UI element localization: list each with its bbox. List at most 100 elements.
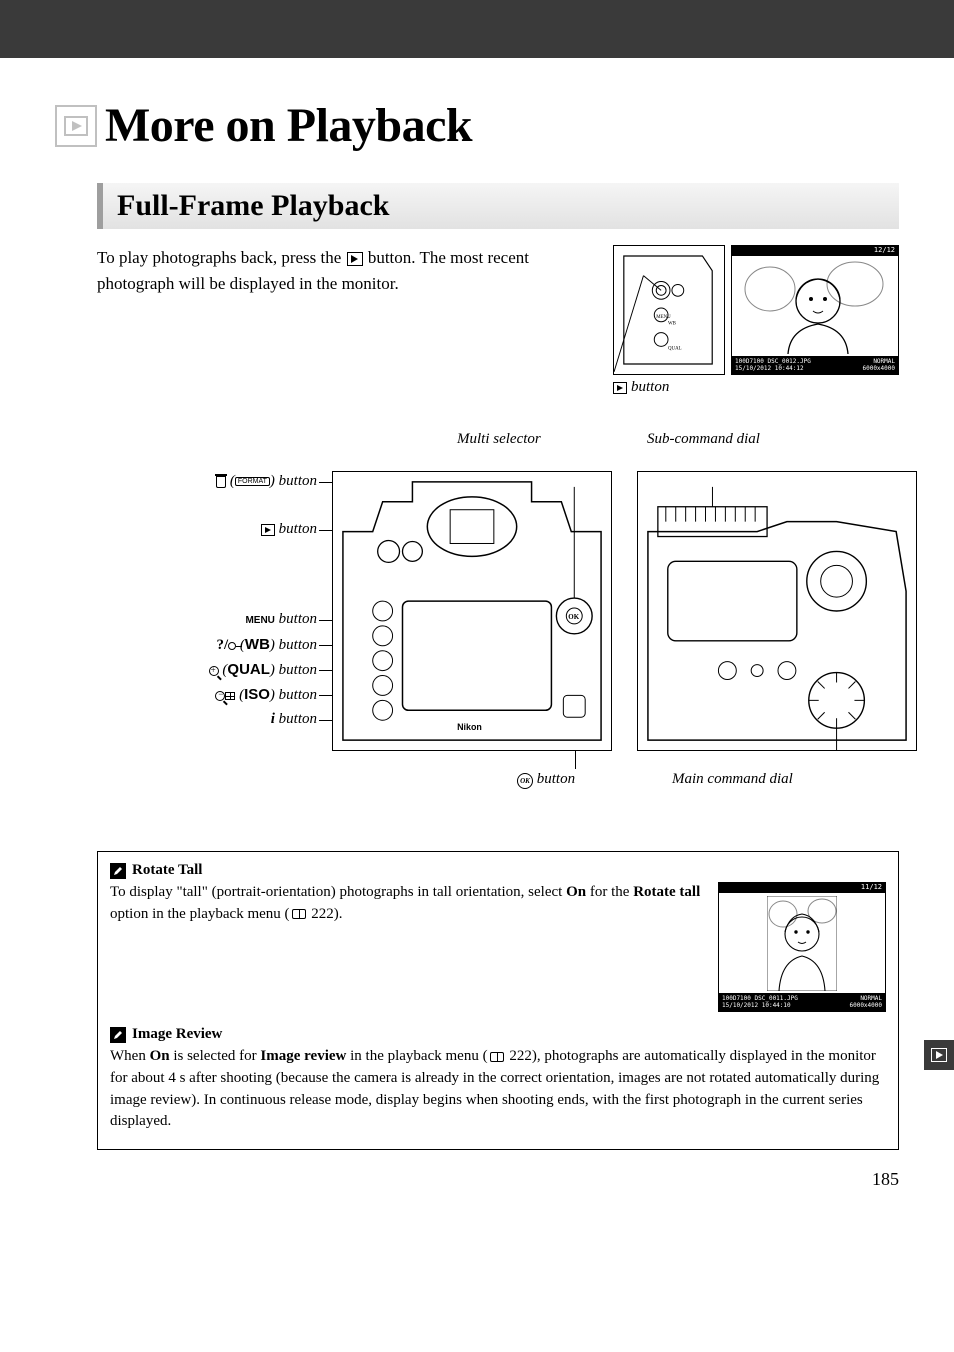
intro-text: To play photographs back, press the butt…	[97, 245, 603, 396]
ir-body-1: When	[110, 1048, 150, 1064]
ir-opt: Image review	[260, 1048, 346, 1064]
svg-text:Nikon: Nikon	[457, 722, 482, 732]
lcd-image-area	[732, 256, 898, 356]
lcd-counter: 11/12	[719, 883, 885, 893]
label-qual-button: (QUAL) button	[97, 661, 317, 679]
note-rotate-tall: Rotate Tall To display "tall" (portrait-…	[110, 862, 886, 1012]
lcd-size: 6000x4000	[862, 365, 895, 372]
zoom-in-icon	[209, 666, 219, 676]
playback-section-icon	[55, 105, 97, 147]
label-wb-button: ?/ (WB) button	[97, 636, 317, 654]
label-iso-button: (ISO) button	[97, 686, 317, 704]
iso-post: ) button	[270, 687, 317, 703]
format-icon: FORMAT	[235, 477, 270, 486]
figure-pair: MENU WB QUAL 12/12	[613, 245, 899, 375]
lcd-datetime: 15/10/2012 10:44:12	[735, 365, 804, 372]
manual-ref-icon	[490, 1052, 504, 1062]
lcd-datetime: 15/10/2012 10:44:10	[722, 1002, 791, 1009]
svg-text:MENU: MENU	[656, 315, 671, 320]
camera-rear-illustration: Nikon OK	[332, 471, 612, 751]
camera-top-illustration	[637, 471, 917, 751]
notes-box: Rotate Tall To display "tall" (portrait-…	[97, 851, 899, 1150]
iso-bold: ISO	[244, 686, 270, 703]
play-icon	[347, 252, 363, 266]
lcd-size: 6000x4000	[849, 1002, 882, 1009]
lcd-quality: NORMAL	[860, 995, 882, 1002]
rt-on: On	[566, 884, 586, 900]
ok-text: button	[537, 771, 575, 787]
chapter-heading-row: More on Playback	[55, 98, 899, 153]
intro-block: To play photographs back, press the butt…	[97, 245, 899, 396]
label-i-text: button	[279, 711, 317, 727]
rt-ref: 222).	[308, 906, 343, 922]
label-main-command-dial: Main command dial	[672, 771, 793, 788]
page-number: 185	[872, 1169, 899, 1190]
trash-icon	[216, 476, 226, 488]
intro-text-1: To play photographs back, press the	[97, 248, 346, 267]
camera-back-diagram-small: MENU WB QUAL	[613, 245, 725, 375]
label-menu-text: button	[279, 611, 317, 627]
lcd-image-area	[719, 893, 885, 993]
note-body-row: To display "tall" (portrait-orientation)…	[110, 882, 886, 1012]
label-ok-button: OK button	[517, 771, 575, 789]
lcd-preview-landscape: 12/12	[731, 245, 899, 375]
manual-ref-icon	[292, 909, 306, 919]
ir-on: On	[150, 1048, 170, 1064]
lcd-info-bar: 100D7100 DSC_0012.JPG NORMAL 15/10/2012 …	[732, 356, 898, 374]
note-pencil-icon	[110, 863, 126, 879]
play-icon	[613, 382, 627, 394]
wb-bold: WB	[245, 636, 270, 653]
lcd-quality: NORMAL	[873, 358, 895, 365]
label-menu-button: MENU button	[97, 611, 317, 628]
section-side-tab	[924, 1040, 954, 1070]
rt-opt: Rotate tall	[633, 884, 700, 900]
rt-body-3: option in the playback menu (	[110, 906, 290, 922]
svg-text:QUAL: QUAL	[668, 346, 682, 351]
svg-text:OK: OK	[568, 613, 579, 621]
label-sub-command-dial: Sub-command dial	[647, 431, 760, 448]
page-content: More on Playback Full-Frame Playback To …	[0, 58, 954, 1180]
caption-text: button	[631, 379, 669, 396]
play-icon	[261, 524, 275, 536]
note-body: To display "tall" (portrait-orientation)…	[110, 882, 704, 1012]
camera-controls-diagram: Multi selector Sub-command dial (FORMAT)…	[97, 431, 899, 811]
play-button-caption: button	[613, 379, 669, 396]
note-header: Image Review	[110, 1026, 886, 1043]
rt-body-1: To display "tall" (portrait-orientation)…	[110, 884, 566, 900]
section-heading-bar: Full-Frame Playback	[97, 183, 899, 229]
note-pencil-icon	[110, 1027, 126, 1043]
menu-word: MENU	[245, 615, 274, 626]
wb-post: ) button	[270, 637, 317, 653]
label-delete-button: (FORMAT) button	[97, 473, 317, 490]
lcd-filename: 100D7100 DSC_0012.JPG	[735, 358, 811, 365]
lcd-info-bar: 100D7100 DSC_0011.JPG NORMAL 15/10/2012 …	[719, 993, 885, 1011]
note-image-review: Image Review When On is selected for Ima…	[110, 1026, 886, 1133]
note-header: Rotate Tall	[110, 862, 886, 879]
key-icon	[228, 642, 236, 650]
label-play-text: button	[279, 521, 317, 537]
section-title: Full-Frame Playback	[117, 189, 885, 223]
lcd-preview-portrait: 11/12	[718, 882, 886, 1012]
top-bar	[0, 0, 954, 58]
ok-icon: OK	[517, 773, 533, 789]
qual-bold: QUAL	[227, 661, 270, 678]
label-i-button: i button	[97, 711, 317, 728]
play-icon	[931, 1048, 947, 1062]
chapter-title: More on Playback	[105, 98, 472, 153]
note-body: When On is selected for Image review in …	[110, 1046, 886, 1133]
ir-body-2: is selected for	[170, 1048, 261, 1064]
zoom-out-icon	[215, 691, 225, 701]
rt-body-2: for the	[586, 884, 633, 900]
ir-body-3: in the playback menu (	[346, 1048, 487, 1064]
note-title: Rotate Tall	[132, 862, 202, 879]
lcd-filename: 100D7100 DSC_0011.JPG	[722, 995, 798, 1002]
note-title: Image Review	[132, 1026, 222, 1043]
label-play-button: button	[97, 521, 317, 538]
label-delete-suffix: ) button	[270, 473, 317, 489]
intro-figures: MENU WB QUAL 12/12	[613, 245, 899, 396]
leader-line	[575, 751, 576, 769]
label-multi-selector: Multi selector	[457, 431, 541, 448]
svg-text:WB: WB	[668, 322, 677, 327]
thumbnail-icon	[225, 692, 235, 700]
qual-post: ) button	[270, 662, 317, 678]
